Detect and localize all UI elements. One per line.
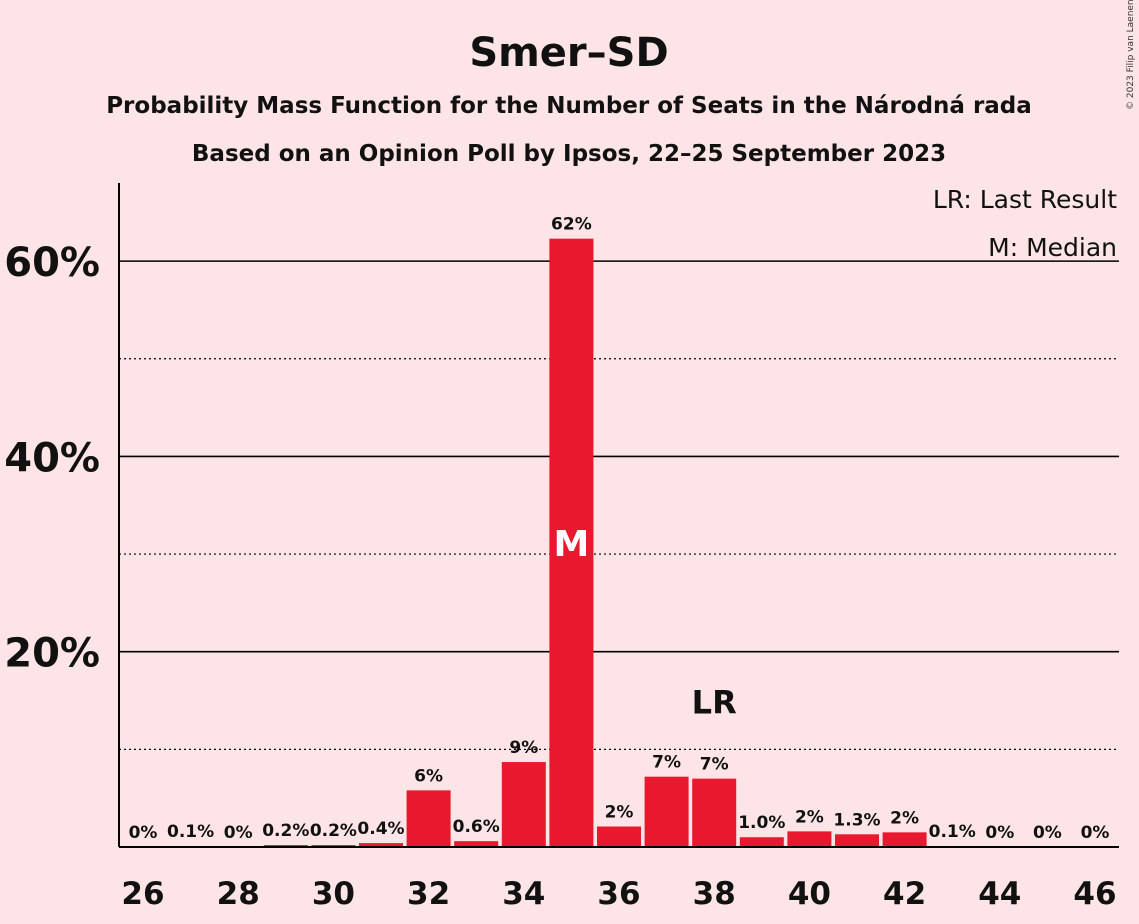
legend-last-result: LR: Last Result — [933, 185, 1117, 214]
chart-subtitle: Probability Mass Function for the Number… — [106, 93, 1032, 119]
x-tick-label: 44 — [978, 876, 1021, 912]
bar-seat-41 — [835, 834, 879, 847]
data-label: 0% — [129, 823, 158, 843]
data-label: 0.1% — [929, 822, 976, 842]
bar-seat-40 — [787, 831, 832, 847]
y-tick-label: 20% — [4, 631, 100, 677]
legend-median: M: Median — [988, 233, 1117, 262]
data-label: 7% — [700, 755, 729, 775]
data-label: 0% — [1033, 823, 1062, 843]
bar-seat-33 — [454, 841, 499, 847]
data-label: 0.4% — [357, 819, 404, 839]
x-tick-label: 40 — [788, 876, 831, 912]
data-label: 0% — [1081, 823, 1110, 843]
x-tick-label: 32 — [407, 876, 450, 912]
bar-seat-34 — [501, 762, 546, 847]
x-tick-label: 38 — [693, 876, 736, 912]
y-tick-label: 60% — [4, 240, 100, 286]
bar-seat-39 — [739, 837, 784, 847]
data-label: 2% — [795, 807, 824, 827]
bar-seat-35 — [549, 238, 594, 848]
markers-group: M LR — [553, 524, 736, 722]
data-label: 0% — [224, 823, 253, 843]
x-tick-label: 34 — [502, 876, 545, 912]
chart-subtitle-poll: Based on an Opinion Poll by Ipsos, 22–25… — [192, 141, 946, 167]
bar-seat-36 — [597, 826, 641, 847]
data-label: 0.2% — [310, 821, 357, 841]
x-tick-label: 28 — [217, 876, 260, 912]
data-label: 62% — [551, 215, 592, 235]
bar-seat-31 — [359, 843, 403, 847]
x-tick-label: 42 — [883, 876, 926, 912]
bar-seat-37 — [644, 776, 689, 847]
median-marker: M — [553, 524, 589, 565]
x-tick-label: 26 — [121, 876, 164, 912]
x-tick-label: 46 — [1073, 876, 1116, 912]
data-label: 6% — [414, 766, 443, 786]
data-label: 9% — [509, 738, 538, 758]
axes-group: 20% 40% 60% 26 28 30 32 34 36 38 40 42 44 46 — [4, 183, 1119, 912]
data-label: 0% — [985, 823, 1014, 843]
x-tick-label: 36 — [597, 876, 640, 912]
bar-seat-42 — [882, 832, 927, 847]
data-label: 1.3% — [833, 810, 880, 830]
y-tick-label: 40% — [4, 435, 100, 481]
copyright-note: © 2023 Filip van Laenen — [1126, 0, 1136, 110]
data-label: 2% — [605, 802, 634, 822]
data-labels-group: 0% 0.1% 0% 0.2% 0.2% 0.4%6%0.6%9%62%2%7% 7%1.0… — [129, 215, 1110, 843]
data-label: 1.0% — [738, 813, 785, 833]
bars-group — [168, 238, 975, 848]
chart-title: Smer–SD — [469, 30, 668, 76]
data-label: 2% — [890, 808, 919, 828]
data-label: 0.6% — [453, 817, 500, 837]
bar-seat-38 — [692, 778, 737, 847]
data-label: 0.1% — [167, 822, 214, 842]
bar-seat-32 — [406, 790, 451, 847]
x-tick-label: 30 — [312, 876, 355, 912]
grid-lines — [119, 260, 1119, 750]
last-result-marker: LR — [692, 684, 737, 722]
data-label: 7% — [652, 753, 681, 773]
data-label: 0.2% — [262, 821, 309, 841]
